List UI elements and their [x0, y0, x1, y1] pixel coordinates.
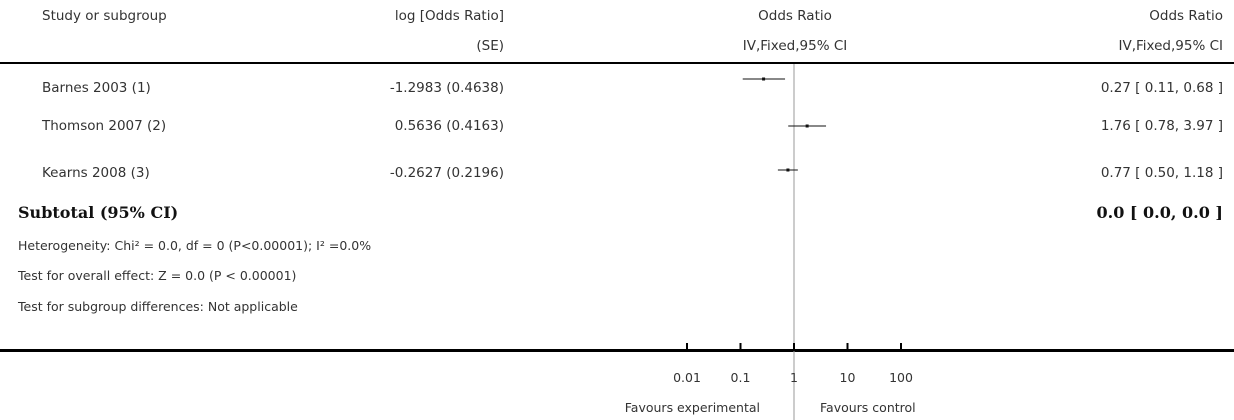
overall-effect-note: Test for overall effect: Z = 0.0 (P < 0.…	[18, 268, 297, 283]
study-ci-text: 0.27 [ 0.11, 0.68 ]	[1100, 80, 1223, 96]
header-plot-line1: Odds Ratio	[758, 8, 832, 24]
axis-tick-label: 1	[790, 370, 798, 385]
study-log-or-se: -1.2983 (0.4638)	[389, 80, 504, 96]
header-plot-line2: IV,Fixed,95% CI	[742, 38, 848, 54]
study-log-or-se: 0.5636 (0.4163)	[394, 118, 504, 134]
bottom-rule	[0, 349, 1234, 352]
study-ci-text: 1.76 [ 0.78, 3.97 ]	[1100, 118, 1223, 134]
study-ci-text: 0.77 [ 0.50, 1.18 ]	[1100, 165, 1223, 181]
favours-control-label: Favours control	[820, 400, 916, 415]
header-effect-line1: log [Odds Ratio]	[394, 8, 504, 24]
header-effect-line2: (SE)	[476, 38, 504, 54]
header-ci-line2: IV,Fixed,95% CI	[1118, 38, 1224, 54]
study-name: Thomson 2007 (2)	[42, 118, 167, 134]
study-point-estimate	[786, 168, 790, 172]
axis-tick-label: 100	[889, 370, 913, 385]
favours-experimental-label: Favours experimental	[624, 400, 760, 415]
study-name: Barnes 2003 (1)	[42, 80, 151, 96]
axis-tick-label: 10	[839, 370, 856, 385]
heterogeneity-note: Heterogeneity: Chi² = 0.0, df = 0 (P<0.0…	[18, 238, 372, 253]
subgroup-diff-note: Test for subgroup differences: Not appli…	[18, 299, 298, 314]
axis-tick-label: 0.01	[673, 370, 701, 385]
header-study: Study or subgroup	[42, 8, 167, 24]
header-ci-line1: Odds Ratio	[1149, 8, 1223, 24]
study-point-estimate	[762, 77, 766, 81]
axis-tick-label: 0.1	[730, 370, 751, 385]
subtotal-label: Subtotal (95% CI)	[18, 203, 179, 222]
study-name: Kearns 2008 (3)	[42, 165, 150, 181]
subtotal-ci-text: 0.0 [ 0.0, 0.0 ]	[1096, 203, 1224, 222]
study-log-or-se: -0.2627 (0.2196)	[389, 165, 504, 181]
study-point-estimate	[805, 124, 809, 128]
header-rule	[0, 62, 1234, 64]
